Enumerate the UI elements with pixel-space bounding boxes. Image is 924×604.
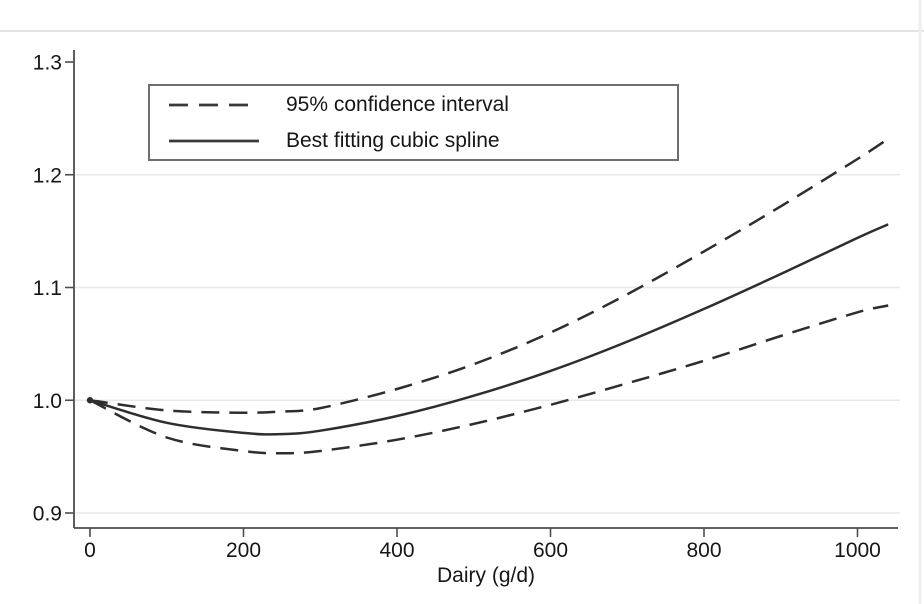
x-tick-label: 0 — [84, 539, 96, 562]
legend-box: 95% confidence interval Best fitting cub… — [148, 84, 679, 161]
y-tick-label: 1.3 — [33, 52, 62, 75]
solid-line-sample — [169, 139, 259, 142]
legend-label-confidence-interval: 95% confidence interval — [286, 92, 509, 116]
legend-label-cubic-spline: Best fitting cubic spline — [286, 128, 500, 152]
y-tick-label: 0.9 — [33, 503, 62, 526]
dashed-line-sample — [169, 103, 259, 106]
lower-ci-curve — [89, 304, 889, 455]
curve-origin-point — [86, 397, 94, 404]
x-tick-label: 800 — [686, 539, 721, 562]
x-axis-title: Dairy (g/d) — [436, 564, 536, 587]
y-tick-label: 1.0 — [33, 390, 62, 413]
y-tick-label: 1.1 — [33, 277, 62, 300]
legend-item-cubic-spline: Best fitting cubic spline — [169, 128, 677, 154]
y-tick-label: 1.2 — [33, 164, 62, 187]
x-tick-label: 400 — [379, 539, 414, 562]
spline-curve — [89, 223, 889, 436]
legend-item-confidence-interval: 95% confidence interval — [169, 92, 677, 118]
upper-ci-curve — [89, 137, 889, 414]
x-tick-label: 200 — [226, 539, 261, 562]
x-tick-label: 600 — [533, 539, 568, 562]
x-tick-label: 1000 — [834, 539, 881, 562]
